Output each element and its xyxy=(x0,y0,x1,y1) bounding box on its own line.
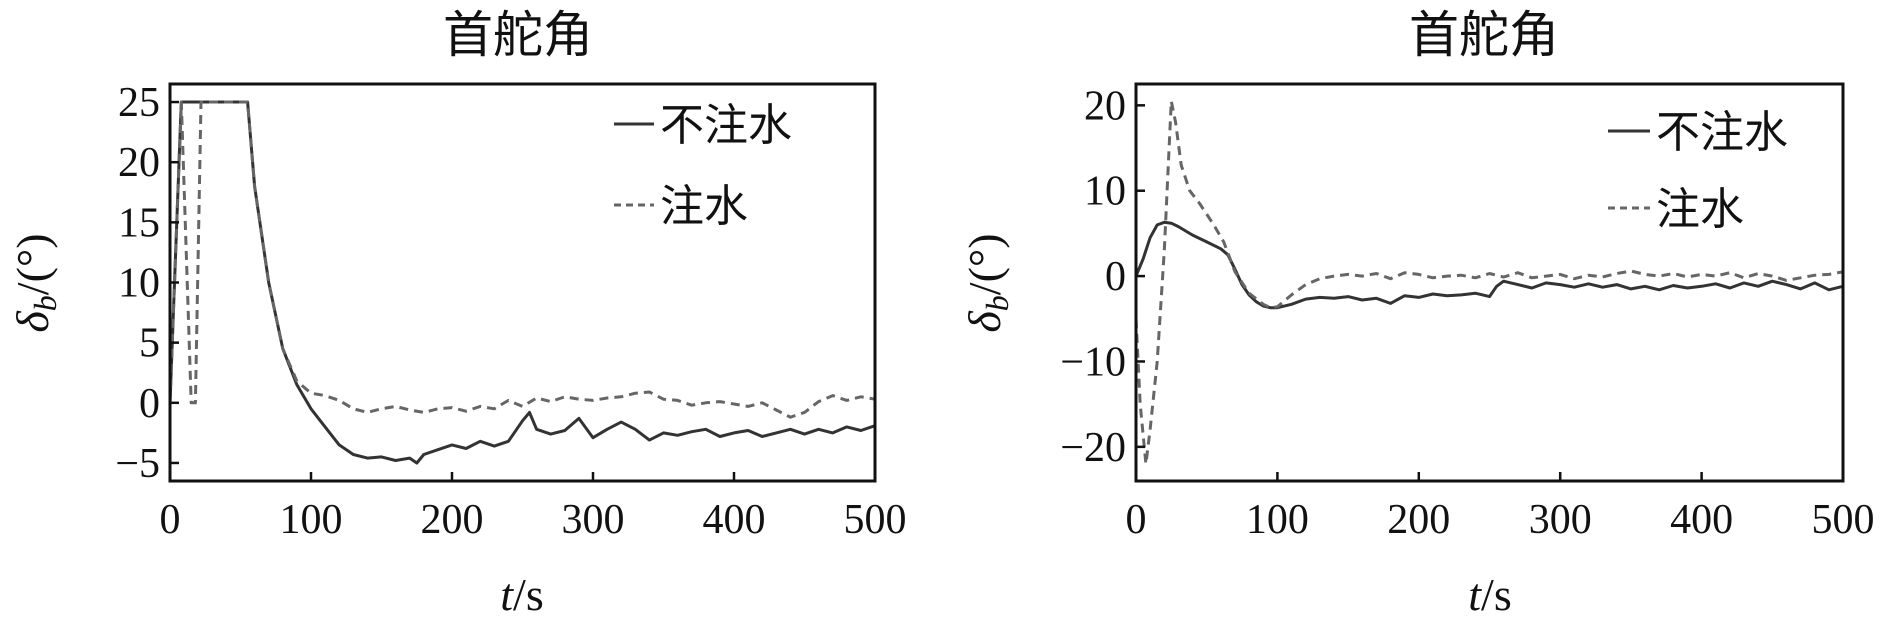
x-tick-label: 400 xyxy=(1670,497,1733,543)
x-tick-label: 0 xyxy=(1126,497,1147,543)
y-tick-label: 10 xyxy=(118,261,160,307)
y-tick-label: 15 xyxy=(118,200,160,246)
series-line-solid xyxy=(168,100,876,465)
legend-label: 注水 xyxy=(1656,184,1744,235)
chart-title: 首舵角 xyxy=(443,6,593,64)
y-tick-label: 20 xyxy=(118,140,160,186)
y-tick-label: −20 xyxy=(1060,425,1126,471)
x-axis-label: t/s xyxy=(1468,569,1511,620)
x-tick-label: 500 xyxy=(1812,497,1875,543)
x-tick-label: 300 xyxy=(562,497,625,543)
x-tick-label: 200 xyxy=(421,497,484,543)
legend-label: 不注水 xyxy=(660,100,792,151)
y-tick-label: 0 xyxy=(1105,254,1126,300)
series-line-dashed xyxy=(1134,99,1844,466)
y-tick-label: 20 xyxy=(1084,83,1126,129)
y-tick-label: 5 xyxy=(139,321,160,367)
x-tick-label: 200 xyxy=(1387,497,1450,543)
x-tick-label: 0 xyxy=(160,497,181,543)
x-tick-label: 400 xyxy=(703,497,766,543)
y-tick-label: 25 xyxy=(118,80,160,126)
legend-label: 不注水 xyxy=(1656,107,1788,158)
x-tick-label: 100 xyxy=(280,497,343,543)
y-tick-label: 10 xyxy=(1084,169,1126,215)
y-tick-label: −10 xyxy=(1060,339,1126,385)
y-axis-label: δb/(°) xyxy=(7,233,63,332)
legend: 不注水 注水 xyxy=(1608,107,1788,235)
x-tick-label: 500 xyxy=(844,497,907,543)
y-axis-label: δb/(°) xyxy=(959,233,1015,332)
x-axis-label: t/s xyxy=(500,569,543,620)
x-tick-label: 300 xyxy=(1529,497,1592,543)
plot-frame xyxy=(1134,82,1845,483)
series-line-solid xyxy=(1134,220,1844,310)
x-tick-label: 100 xyxy=(1246,497,1309,543)
right-chart-panel: 首舵角 0 100 200 300 400 500 −20 −10 0 10 20 t/s δb/(… xyxy=(959,6,1875,620)
chart-title: 首舵角 xyxy=(1409,6,1559,64)
y-tick-label: 0 xyxy=(139,381,160,427)
y-tick-label: −5 xyxy=(115,441,160,487)
legend: 不注水 注水 xyxy=(614,100,792,232)
legend-label: 注水 xyxy=(660,181,748,232)
